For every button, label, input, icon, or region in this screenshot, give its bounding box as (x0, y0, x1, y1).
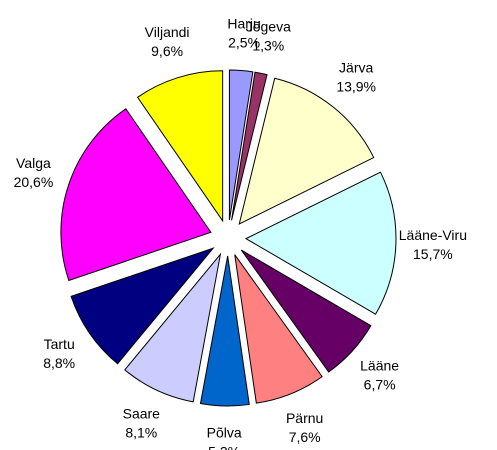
pie-slice (231, 71, 268, 221)
slice-value-label: 2,5% (228, 34, 260, 50)
slice-label: Harju (227, 15, 260, 31)
pie-slice (234, 254, 323, 404)
slice-label: Saare (123, 405, 161, 421)
pie-slice (244, 171, 397, 315)
slice-value-label: 20,6% (14, 174, 54, 190)
slice-value-label: 9,6% (151, 43, 183, 59)
slice-label: Valga (16, 155, 51, 171)
slice-value-label: 7,6% (289, 429, 321, 445)
slice-value-label: 6,7% (364, 377, 396, 393)
pie-slice (60, 108, 212, 282)
pie-slice (124, 252, 222, 403)
slice-label: Põlva (207, 425, 242, 441)
pie-slice (228, 69, 254, 221)
slice-value-label: 8,1% (125, 424, 157, 440)
slice-label: Lääne-Viru (399, 227, 467, 243)
slice-value-label: 8,8% (43, 355, 75, 371)
slice-value-label: 13,9% (336, 79, 376, 95)
slice-label: Lääne (360, 358, 399, 374)
slice-label: Viljandi (145, 24, 190, 40)
slice-label: Tartu (44, 336, 75, 352)
slice-label: Järva (339, 60, 373, 76)
pie-slice (240, 249, 372, 373)
slice-value-label: 5,2% (208, 444, 240, 450)
slice-value-label: 1,3% (252, 38, 284, 54)
pie-slice (199, 255, 250, 407)
pie-slice (136, 70, 224, 223)
pie-slice (238, 77, 375, 225)
slice-label: Jõgeva (246, 19, 291, 35)
slice-label: Pärnu (286, 410, 323, 426)
slice-value-label: 15,7% (413, 246, 453, 262)
pie-slice (70, 247, 215, 365)
